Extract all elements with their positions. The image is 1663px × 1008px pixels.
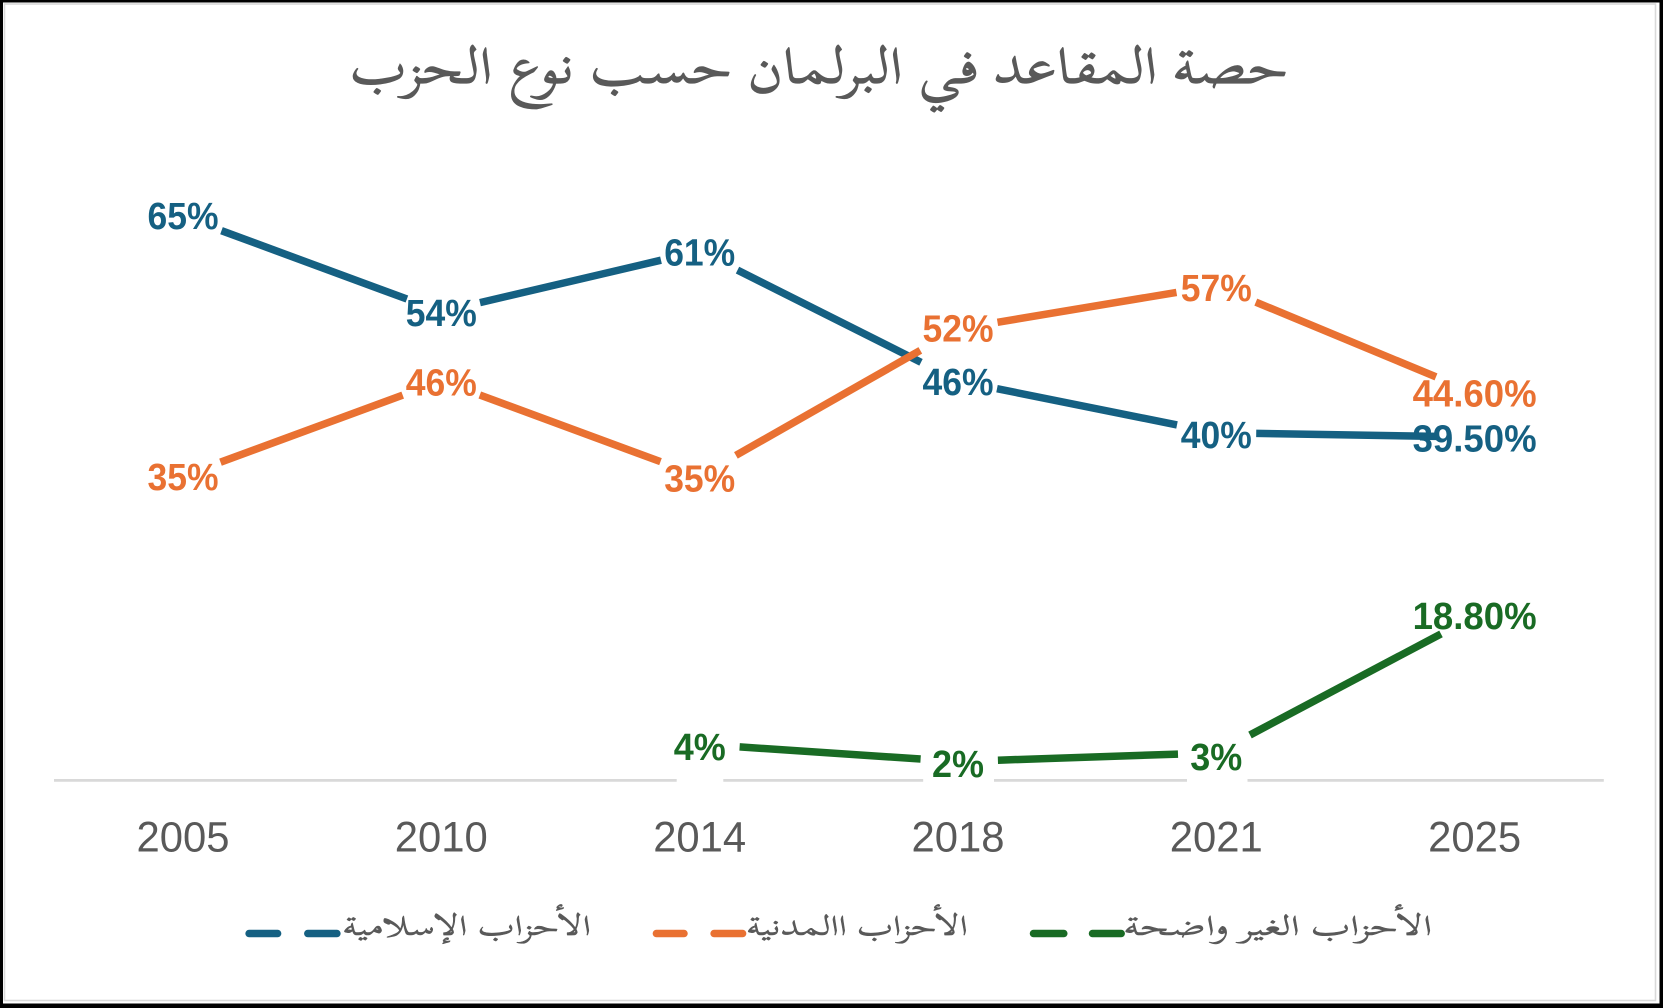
svg-text:4%: 4% [674,726,726,769]
svg-text:39.50%: 39.50% [1413,417,1537,460]
svg-text:2005: 2005 [137,814,230,862]
svg-text:61%: 61% [664,232,735,275]
svg-text:2014: 2014 [653,814,746,862]
svg-text:46%: 46% [406,362,477,405]
svg-text:46%: 46% [923,361,994,404]
svg-text:40%: 40% [1181,414,1252,457]
svg-text:18.80%: 18.80% [1413,595,1537,638]
svg-text:35%: 35% [148,456,219,499]
svg-text:54%: 54% [406,292,477,335]
svg-text:52%: 52% [923,307,994,350]
svg-text:2%: 2% [932,743,984,786]
svg-text:35%: 35% [664,458,735,501]
svg-text:65%: 65% [148,195,219,238]
svg-text:2021: 2021 [1170,814,1263,862]
svg-text:2010: 2010 [395,814,488,862]
svg-text:44.60%: 44.60% [1413,373,1537,416]
svg-text:3%: 3% [1190,736,1242,779]
svg-text:2025: 2025 [1428,814,1521,862]
svg-text:2018: 2018 [912,814,1005,862]
svg-text:57%: 57% [1181,267,1252,310]
